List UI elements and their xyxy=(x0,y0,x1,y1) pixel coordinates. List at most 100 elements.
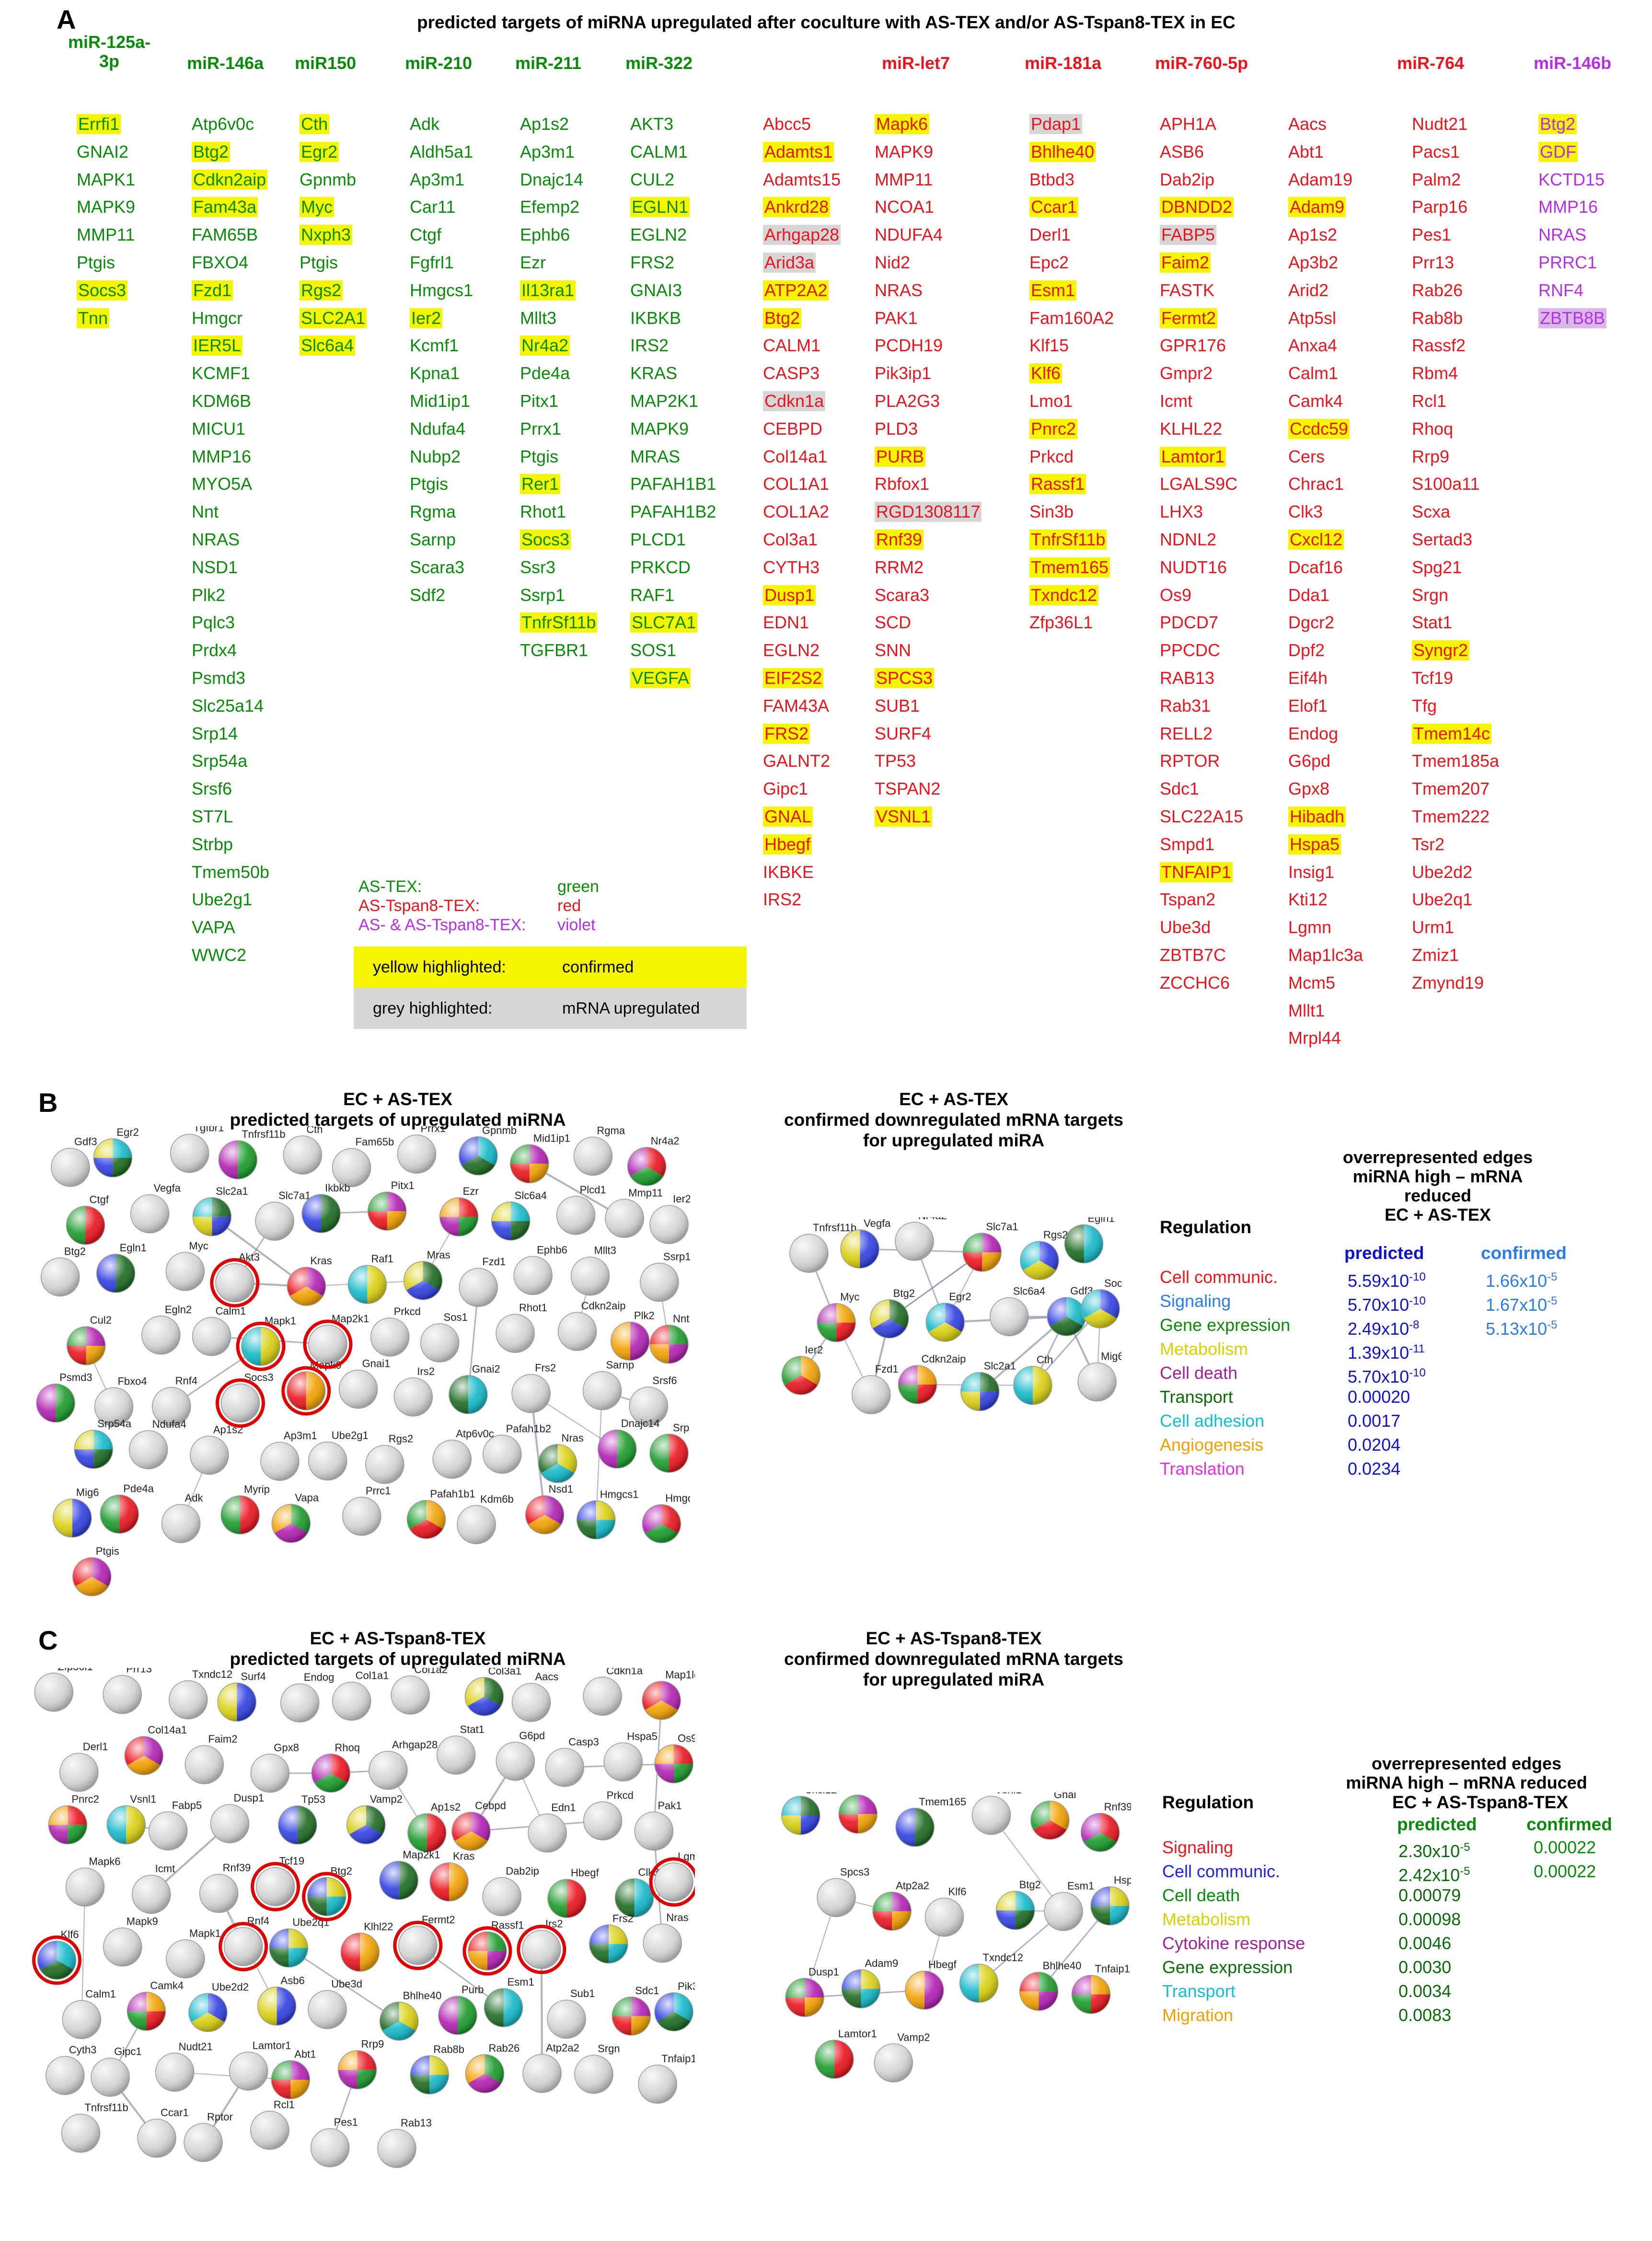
network-node[interactable]: Adam9 xyxy=(841,1957,898,2009)
network-node[interactable]: Pafah1b1 xyxy=(406,1488,475,1539)
network-node[interactable]: Calm1 xyxy=(62,1988,116,2039)
network-node[interactable]: Egln1 xyxy=(96,1242,147,1293)
network-node[interactable]: Ap1s2 xyxy=(190,1423,243,1475)
network-node[interactable]: Cdkn2aip xyxy=(898,1353,966,1404)
network-node[interactable]: Pafah1b2 xyxy=(483,1422,551,1474)
network-node[interactable]: Btg2 xyxy=(995,1879,1041,1930)
network-node[interactable]: Klf6 xyxy=(924,1885,966,1937)
network-node[interactable]: Plk2 xyxy=(611,1309,655,1361)
network-node[interactable]: Endog xyxy=(280,1671,335,1722)
network-node[interactable]: Klhl22 xyxy=(340,1920,393,1972)
network-node[interactable]: Tmem165 xyxy=(895,1796,966,1847)
network-node[interactable]: Prkcd xyxy=(370,1305,421,1357)
network-node[interactable]: Nr4a2 xyxy=(627,1135,680,1186)
network-node[interactable]: Ube2g1 xyxy=(308,1429,369,1481)
network-node[interactable]: G6pd xyxy=(496,1730,545,1781)
network-node[interactable]: Pnrc2 xyxy=(48,1793,99,1845)
network-node[interactable]: Ptgis xyxy=(72,1545,119,1596)
network-node[interactable]: Vsnl1 xyxy=(971,1792,1021,1835)
network-node[interactable]: Hbegf xyxy=(905,1959,957,2010)
network-node[interactable]: Rgs2 xyxy=(365,1433,413,1484)
network-node[interactable]: Srsf6 xyxy=(629,1375,677,1426)
network-node[interactable]: Mras xyxy=(403,1249,451,1300)
network-node[interactable]: Ephb6 xyxy=(513,1244,567,1295)
network-node[interactable]: Irs2 xyxy=(522,1918,563,1969)
network-node[interactable]: Bhlhe40 xyxy=(1019,1960,1082,2011)
network-node[interactable]: Gnai1 xyxy=(338,1358,391,1409)
network-node[interactable]: Mapk6 xyxy=(65,1855,121,1907)
network-node[interactable]: Gdf3 xyxy=(51,1136,97,1187)
network-node[interactable]: Frs2 xyxy=(589,1912,634,1964)
network-node[interactable]: Pak1 xyxy=(634,1800,682,1851)
network-node[interactable]: Cxcl12 xyxy=(781,1792,837,1835)
network-node[interactable]: Gdf3 xyxy=(1047,1285,1093,1336)
network-node[interactable]: Mig6 xyxy=(53,1487,99,1538)
network-node[interactable]: Cebpd xyxy=(451,1800,506,1851)
network-node[interactable]: Cyth3 xyxy=(46,2044,96,2095)
network-node[interactable]: Slc6a4 xyxy=(989,1285,1045,1337)
network-node[interactable]: Rgs2 xyxy=(1020,1229,1068,1280)
network-node[interactable]: Arhgap28 xyxy=(369,1739,438,1790)
network-node[interactable]: Calm1 xyxy=(192,1305,246,1356)
network-node[interactable]: Lamtor1 xyxy=(229,2039,291,2091)
network-node[interactable]: Rnf4 xyxy=(151,1375,197,1426)
network-node[interactable]: Myc xyxy=(817,1291,859,1342)
network-node[interactable]: Ube2d2 xyxy=(188,1981,249,2033)
network-node[interactable]: Frs2 xyxy=(511,1362,556,1413)
network-node[interactable]: Srp14 xyxy=(649,1421,690,1473)
network-node[interactable]: Raf1 xyxy=(347,1253,393,1304)
network-node[interactable]: Egr2 xyxy=(93,1126,139,1178)
network-node[interactable]: Rhoq xyxy=(311,1742,360,1793)
network-node[interactable]: Icmt xyxy=(131,1863,175,1914)
network-node[interactable]: Ccar1 xyxy=(137,2107,189,2158)
network-node[interactable]: Rptor xyxy=(184,2111,233,2162)
network-node[interactable]: Srp54a xyxy=(74,1418,132,1469)
network-node[interactable]: Egr2 xyxy=(925,1291,971,1342)
network-node[interactable]: Ube3d xyxy=(308,1978,362,2029)
network-node[interactable]: Vegfa xyxy=(130,1182,181,1234)
network-node[interactable]: Dusp1 xyxy=(210,1792,265,1843)
network-node[interactable]: Socs3 xyxy=(1081,1277,1121,1328)
network-node[interactable]: Slc6a4 xyxy=(491,1190,547,1241)
network-node[interactable]: Pitx1 xyxy=(367,1179,415,1231)
network-node[interactable]: Map1lc3a xyxy=(642,1669,695,1720)
network-node[interactable]: Tnfrsf11b xyxy=(218,1128,286,1179)
network-node[interactable]: Purb xyxy=(438,1984,484,2035)
network-node[interactable]: Tnfrsf11b xyxy=(61,2102,128,2153)
network-node[interactable]: Prrx1 xyxy=(397,1126,446,1174)
network-node[interactable]: Map2k1 xyxy=(308,1313,369,1364)
network-node[interactable]: Txndc12 xyxy=(169,1668,232,1720)
network-node[interactable]: Mapk1 xyxy=(166,1927,221,1979)
network-node[interactable]: Irs2 xyxy=(393,1365,435,1417)
network-node[interactable]: Ikbkb xyxy=(301,1182,350,1233)
network-node[interactable]: Ndufa4 xyxy=(128,1418,186,1469)
network-node[interactable]: Abt1 xyxy=(271,2048,316,2100)
network-node[interactable]: Ssrp1 xyxy=(640,1251,690,1302)
network-node[interactable]: Bhlhe40 xyxy=(379,1989,442,2041)
network-node[interactable]: Plcd1 xyxy=(556,1184,606,1235)
network-node[interactable]: Ezr xyxy=(439,1185,479,1236)
network-node[interactable]: Adk xyxy=(161,1492,204,1543)
network-node[interactable]: Fzd1 xyxy=(459,1256,506,1307)
network-node[interactable]: Prkcd xyxy=(583,1789,634,1841)
network-node[interactable]: Mid1ip1 xyxy=(510,1132,570,1184)
network-node[interactable]: Dnajc14 xyxy=(597,1417,660,1469)
network-node[interactable]: Dusp1 xyxy=(785,1966,839,2017)
network-node[interactable]: Surf4 xyxy=(217,1670,266,1722)
network-node[interactable]: Mllt3 xyxy=(570,1245,616,1296)
network-node[interactable]: Rrp9 xyxy=(337,2038,384,2090)
network-node[interactable]: Pes1 xyxy=(310,2116,358,2168)
network-node[interactable]: Slc2a1 xyxy=(960,1360,1016,1411)
network-node[interactable]: Esm1 xyxy=(484,1976,534,2027)
network-node[interactable]: Fermt2 xyxy=(398,1914,455,1965)
network-node[interactable]: Kras xyxy=(287,1255,332,1306)
network-node[interactable]: Txndc12 xyxy=(959,1952,1023,2003)
network-node[interactable]: Rab8b xyxy=(410,2043,464,2095)
network-node[interactable]: Hspa5 xyxy=(603,1730,658,1782)
network-node[interactable]: Casp3 xyxy=(545,1736,599,1787)
network-node[interactable]: Tnfrsf11b xyxy=(838,1792,906,1834)
network-node[interactable]: Mig6 xyxy=(1077,1350,1121,1402)
network-node[interactable]: Aacs xyxy=(511,1671,558,1722)
network-node[interactable]: Hmgcs1 xyxy=(576,1488,639,1540)
network-node[interactable]: Sdc1 xyxy=(612,1985,659,2036)
